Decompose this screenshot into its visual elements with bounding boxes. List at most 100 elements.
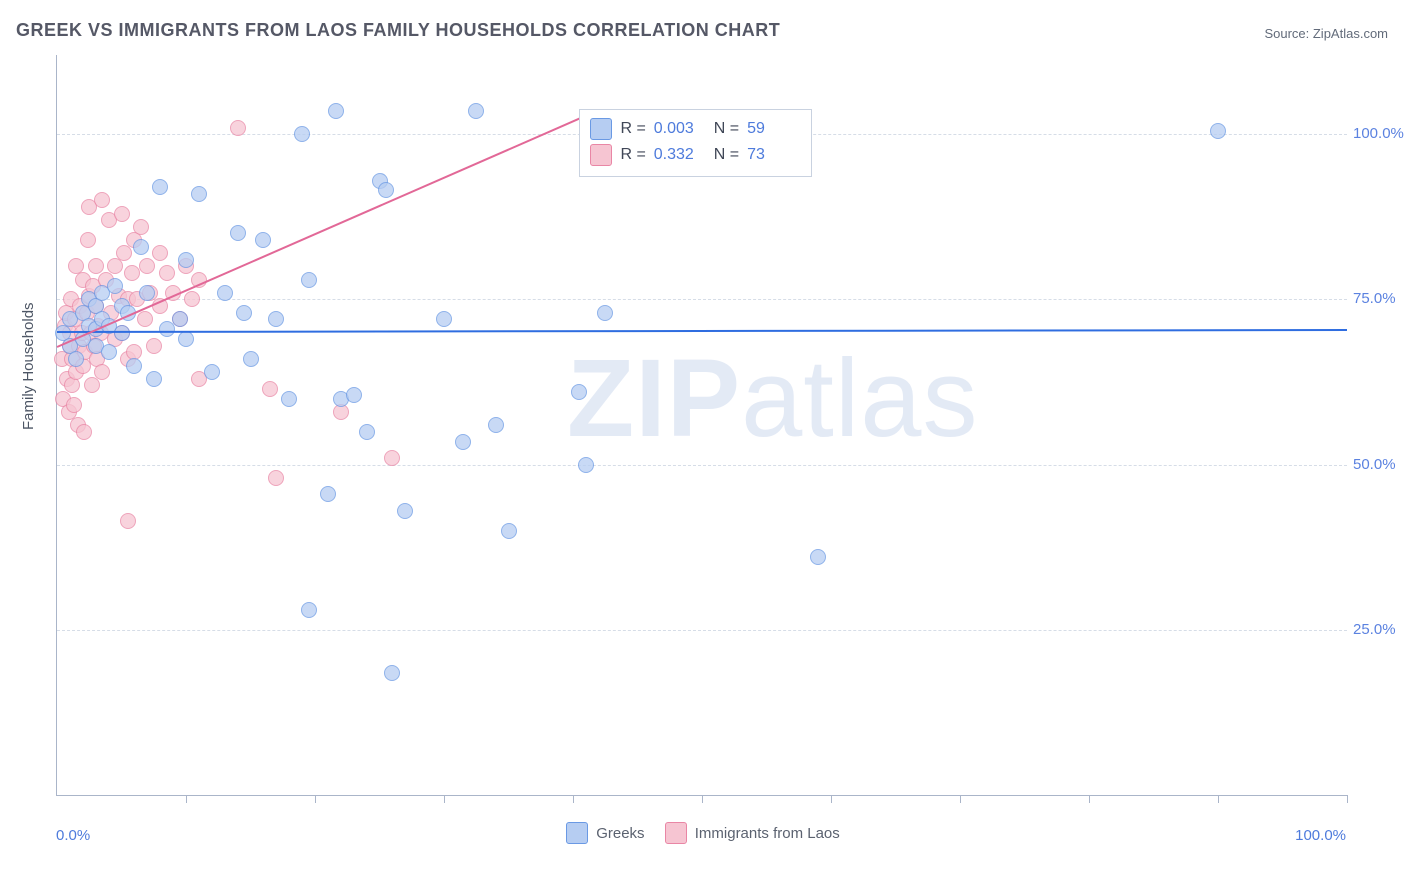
data-point [159,321,175,337]
x-tick [831,795,832,803]
data-point [107,258,123,274]
x-tick [573,795,574,803]
data-point [124,265,140,281]
legend-label-laos: Immigrants from Laos [695,825,840,842]
stats-box: R = 0.003 N = 59 R = 0.332 N = 73 [579,109,812,177]
data-point [230,225,246,241]
data-point [301,602,317,618]
data-point [64,377,80,393]
data-point [436,311,452,327]
data-point [268,311,284,327]
data-point [320,486,336,502]
data-point [126,358,142,374]
data-point [328,103,344,119]
data-point [378,182,394,198]
stats-n-label: N = [714,120,739,138]
stats-r-label: R = [620,120,645,138]
data-point [133,239,149,255]
data-point [294,126,310,142]
data-point [178,331,194,347]
data-point [255,232,271,248]
data-point [139,258,155,274]
data-point [262,381,278,397]
data-point [94,192,110,208]
data-point [384,665,400,681]
data-point [178,252,194,268]
data-point [236,305,252,321]
data-point [191,186,207,202]
scatter-plot-area: ZIPatlas 25.0%50.0%75.0%100.0%R =0.003N … [56,55,1347,796]
data-point [1210,123,1226,139]
y-tick-label: 75.0% [1353,290,1406,307]
y-tick-label: 100.0% [1353,125,1406,142]
data-point [172,311,188,327]
data-point [120,513,136,529]
stats-n-label: N = [714,146,739,164]
swatch-greeks [566,822,588,844]
data-point [84,377,100,393]
x-tick [1089,795,1090,803]
data-point [578,457,594,473]
data-point [66,397,82,413]
legend-item-laos: Immigrants from Laos [665,822,840,844]
data-point [571,384,587,400]
data-point [217,285,233,301]
data-point [204,364,220,380]
x-tick [444,795,445,803]
data-point [152,179,168,195]
data-point [230,120,246,136]
chart-title: GREEK VS IMMIGRANTS FROM LAOS FAMILY HOU… [16,20,780,41]
stats-row-laos: R = 0.332 N = 73 [590,142,799,168]
data-point [184,291,200,307]
stats-swatch [590,118,612,140]
gridline [57,630,1347,631]
data-point [137,311,153,327]
stats-r-value: 0.003 [654,120,706,138]
trend-line [57,329,1347,333]
source-attribution: Source: ZipAtlas.com [1264,26,1388,41]
data-point [268,470,284,486]
data-point [133,219,149,235]
data-point [94,364,110,380]
x-tick [315,795,316,803]
swatch-laos [665,822,687,844]
gridline [57,465,1347,466]
x-tick [186,795,187,803]
data-point [146,371,162,387]
data-point [468,103,484,119]
data-point [80,232,96,248]
data-point [488,417,504,433]
data-point [152,245,168,261]
data-point [101,344,117,360]
stats-r-value: 0.332 [654,146,706,164]
data-point [501,523,517,539]
data-point [301,272,317,288]
legend: Greeks Immigrants from Laos [0,822,1406,848]
y-axis-label: Family Households [20,302,37,430]
watermark: ZIPatlas [567,335,978,462]
data-point [116,245,132,261]
y-tick-label: 25.0% [1353,621,1406,638]
data-point [597,305,613,321]
stats-swatch [590,144,612,166]
data-point [397,503,413,519]
data-point [346,387,362,403]
data-point [281,391,297,407]
x-tick [1218,795,1219,803]
stats-n-value: 73 [747,146,799,164]
legend-label-greeks: Greeks [596,825,644,842]
data-point [76,424,92,440]
data-point [114,206,130,222]
stats-n-value: 59 [747,120,799,138]
x-tick [960,795,961,803]
data-point [243,351,259,367]
gridline [57,299,1347,300]
data-point [146,338,162,354]
stats-r-label: R = [620,146,645,164]
data-point [384,450,400,466]
stats-row-greeks: R = 0.003 N = 59 [590,116,799,142]
data-point [359,424,375,440]
data-point [159,265,175,281]
data-point [810,549,826,565]
y-tick-label: 50.0% [1353,456,1406,473]
